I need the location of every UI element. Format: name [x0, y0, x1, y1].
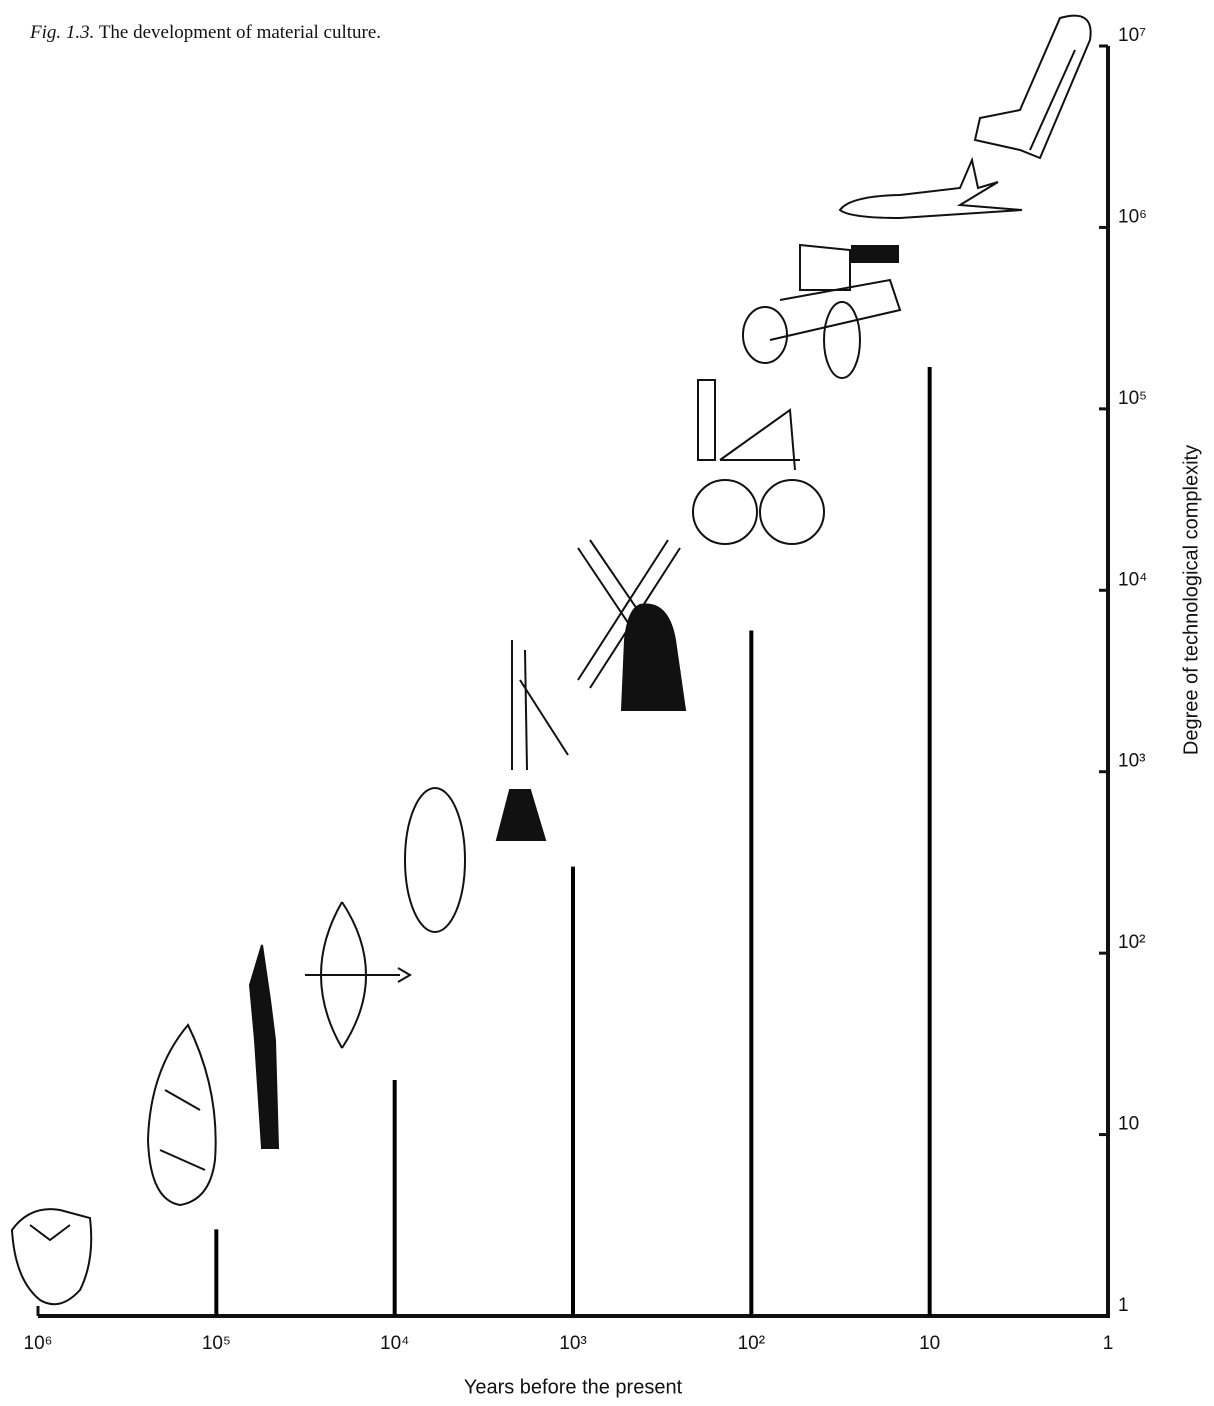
steam-carriage: [698, 380, 800, 470]
y-tick-label: 10⁵: [1118, 388, 1147, 409]
chart: 10⁶ 10⁵ 10⁴ 10³ 10² 10 11 10 10² 10³ 10⁴ 10⁵ 10⁶ 10⁷ Y…: [0, 0, 1214, 1406]
shaduf: [512, 640, 568, 770]
steam-wheel: [693, 480, 757, 544]
wheel: [405, 788, 465, 932]
chart-title: The development of material culture.: [99, 22, 381, 43]
car-roof: [852, 246, 898, 262]
steam-wheel: [760, 480, 824, 544]
y-tick-label: 10⁶: [1118, 206, 1147, 227]
caption: Fig. 1.3. The development of material cu…: [30, 22, 390, 44]
x-tick-label: 10⁶: [24, 1333, 53, 1354]
y-tick-label: 10²: [1118, 932, 1145, 953]
x-tick-label: 10⁴: [380, 1333, 409, 1354]
car-wheel: [743, 307, 787, 363]
y-tick-label: 10⁷: [1118, 25, 1146, 46]
windmill-body: [622, 604, 685, 710]
bow: [305, 902, 410, 1048]
x-tick-label: 10²: [738, 1333, 765, 1354]
figure-label: Fig. 1.3.: [30, 22, 94, 43]
x-tick-label: 1: [1103, 1333, 1114, 1354]
x-tick-label: 10: [919, 1333, 940, 1354]
y-tick-label: 1: [1118, 1295, 1129, 1316]
y-tick-label: 10⁴: [1118, 569, 1147, 590]
airplane: [840, 160, 1022, 218]
y-tick-label: 10: [1118, 1114, 1139, 1135]
x-axis-title: Years before the present: [464, 1376, 683, 1398]
x-tick-label: 10⁵: [202, 1333, 231, 1354]
space-shuttle: [975, 16, 1091, 158]
x-tick-label: 10³: [559, 1333, 586, 1354]
car-wheel: [824, 302, 860, 378]
page: Fig. 1.3. The development of material cu…: [0, 0, 1214, 1406]
y-axis-title: Degree of technological complexity: [1180, 445, 1202, 755]
pebble-tool: [12, 1209, 91, 1304]
shaduf-base: [497, 790, 545, 840]
y-tick-label: 10³: [1118, 751, 1145, 772]
hafted-blade: [250, 945, 278, 1148]
hand-axe: [148, 1025, 216, 1205]
